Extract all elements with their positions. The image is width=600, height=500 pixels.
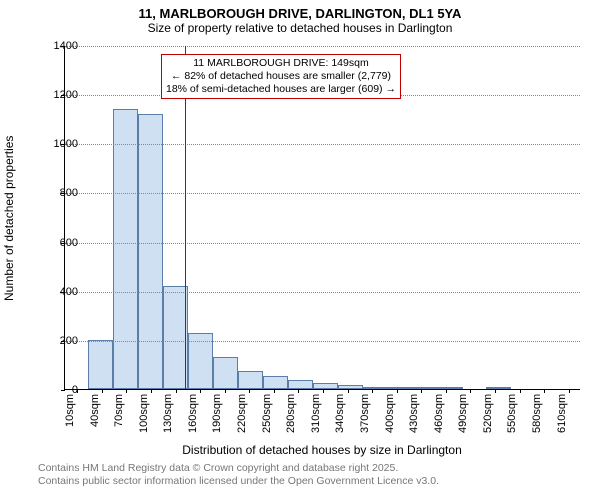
- x-tick-mark: [495, 389, 496, 393]
- x-tick-mark: [544, 389, 545, 393]
- x-tick-mark: [323, 389, 324, 393]
- x-tick-label: 370sqm: [359, 394, 384, 442]
- x-tick-mark: [126, 389, 127, 393]
- histogram-bar: [363, 387, 388, 389]
- histogram-bar: [288, 380, 313, 389]
- gridline: [65, 292, 580, 293]
- histogram-bar: [163, 286, 188, 389]
- x-axis-title: Distribution of detached houses by size …: [64, 443, 580, 457]
- x-tick-mark: [446, 389, 447, 393]
- x-tick-label: 280sqm: [285, 394, 310, 442]
- histogram-bar: [88, 340, 113, 389]
- x-tick-mark: [225, 389, 226, 393]
- y-tick-label: 200: [38, 336, 78, 347]
- x-tick-mark: [397, 389, 398, 393]
- footer-line-1: Contains HM Land Registry data © Crown c…: [38, 462, 439, 475]
- gridline: [65, 144, 580, 145]
- x-tick-mark: [298, 389, 299, 393]
- histogram-bar: [263, 376, 288, 390]
- chart-title: 11, MARLBOROUGH DRIVE, DARLINGTON, DL1 5…: [0, 0, 600, 21]
- annotation-line-3: 18% of semi-detached houses are larger (…: [166, 83, 396, 96]
- x-tick-labels: 10sqm40sqm70sqm100sqm130sqm160sqm190sqm2…: [64, 394, 580, 442]
- chart-container: 11, MARLBOROUGH DRIVE, DARLINGTON, DL1 5…: [0, 0, 600, 500]
- x-tick-label: 40sqm: [89, 394, 114, 442]
- y-tick-label: 600: [38, 238, 78, 249]
- x-tick-label: 130sqm: [162, 394, 187, 442]
- x-tick-mark: [348, 389, 349, 393]
- y-tick-label: 1200: [38, 90, 78, 101]
- x-tick-label: 460sqm: [433, 394, 458, 442]
- x-tick-mark: [151, 389, 152, 393]
- histogram-bar: [213, 357, 238, 389]
- x-tick-mark: [102, 389, 103, 393]
- histogram-bar: [238, 371, 263, 389]
- x-tick-label: 430sqm: [408, 394, 433, 442]
- chart-subtitle: Size of property relative to detached ho…: [0, 21, 600, 39]
- x-tick-label: 580sqm: [531, 394, 556, 442]
- x-tick-mark: [176, 389, 177, 393]
- gridline: [65, 193, 580, 194]
- x-tick-label: 70sqm: [113, 394, 138, 442]
- x-tick-label: 190sqm: [211, 394, 236, 442]
- y-axis-title: Number of detached properties: [2, 46, 18, 390]
- histogram-bar: [486, 387, 511, 389]
- x-tick-label: 550sqm: [506, 394, 531, 442]
- gridline: [65, 341, 580, 342]
- y-tick-label: 800: [38, 188, 78, 199]
- y-tick-label: 1000: [38, 139, 78, 150]
- footer-line-2: Contains public sector information licen…: [38, 475, 439, 488]
- y-tick-label: 1400: [38, 41, 78, 52]
- annotation-line-1: 11 MARLBOROUGH DRIVE: 149sqm: [166, 57, 396, 70]
- x-tick-label: 250sqm: [261, 394, 286, 442]
- x-tick-mark: [569, 389, 570, 393]
- x-tick-label: 100sqm: [138, 394, 163, 442]
- y-tick-label: 0: [38, 385, 78, 396]
- x-tick-mark: [470, 389, 471, 393]
- x-tick-label: 220sqm: [236, 394, 261, 442]
- x-tick-mark: [520, 389, 521, 393]
- x-tick-mark: [274, 389, 275, 393]
- histogram-bar: [138, 114, 163, 389]
- gridline: [65, 46, 580, 47]
- histogram-bar: [113, 109, 138, 389]
- x-tick-label: 520sqm: [482, 394, 507, 442]
- x-tick-label: 160sqm: [187, 394, 212, 442]
- x-tick-label: 610sqm: [556, 394, 581, 442]
- gridline: [65, 243, 580, 244]
- x-tick-mark: [372, 389, 373, 393]
- x-tick-label: 10sqm: [64, 394, 89, 442]
- x-tick-mark: [249, 389, 250, 393]
- histogram-bar: [313, 383, 338, 389]
- x-tick-label: 400sqm: [384, 394, 409, 442]
- histogram-bar: [338, 385, 363, 389]
- x-tick-mark: [200, 389, 201, 393]
- y-tick-label: 400: [38, 287, 78, 298]
- annotation-line-2: ← 82% of detached houses are smaller (2,…: [166, 70, 396, 83]
- histogram-bar: [413, 387, 438, 389]
- x-tick-label: 340sqm: [334, 394, 359, 442]
- annotation-box: 11 MARLBOROUGH DRIVE: 149sqm ← 82% of de…: [161, 54, 401, 99]
- histogram-bar: [388, 387, 413, 389]
- footer-credits: Contains HM Land Registry data © Crown c…: [38, 462, 439, 488]
- x-tick-label: 490sqm: [457, 394, 482, 442]
- x-tick-mark: [421, 389, 422, 393]
- x-tick-label: 310sqm: [310, 394, 335, 442]
- plot-area: 11 MARLBOROUGH DRIVE: 149sqm ← 82% of de…: [64, 46, 580, 390]
- histogram-bar: [438, 387, 463, 389]
